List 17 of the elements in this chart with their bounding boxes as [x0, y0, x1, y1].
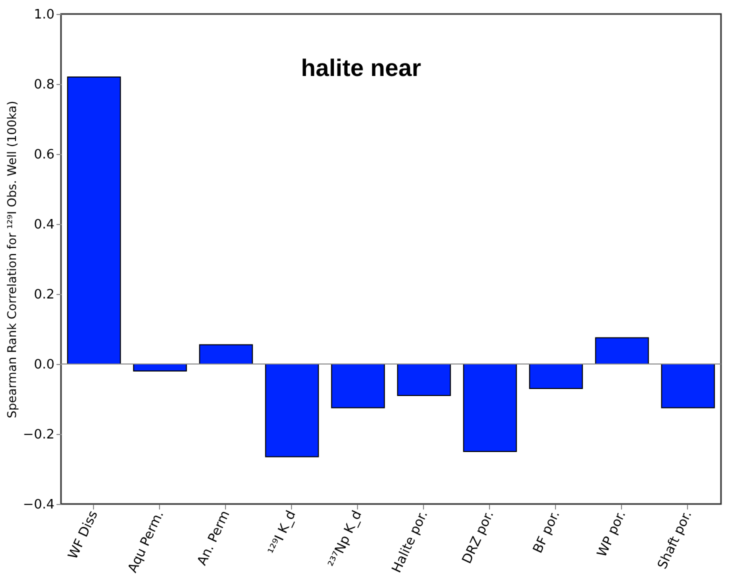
y-tick-label: 0.0: [34, 358, 54, 372]
y-tick-label: 0.4: [34, 218, 54, 232]
y-tick-label: −0.4: [22, 498, 54, 512]
y-axis-title: Spearman Rank Correlation for ¹²⁹I Obs. Well (100ka): [4, 100, 19, 418]
x-tick-label: WP por.: [594, 508, 630, 560]
x-tick-label: An. Perm: [194, 508, 234, 568]
y-tick-label: −0.2: [22, 428, 54, 442]
x-tick-label: BF por.: [530, 508, 564, 556]
y-tick-label: 0.2: [34, 288, 54, 302]
y-tick-label: 1.0: [34, 8, 54, 22]
y-tick-label: 0.8: [34, 78, 54, 92]
y-tick-label: 0.6: [34, 148, 54, 162]
x-tick-label: ¹²⁹I K_d: [266, 508, 300, 558]
x-tick-label: DRZ por.: [460, 508, 498, 566]
x-tick-label: WF Diss: [66, 508, 102, 562]
x-tick-label: Shaft por.: [655, 508, 696, 572]
annotation: halite near: [300, 55, 422, 82]
